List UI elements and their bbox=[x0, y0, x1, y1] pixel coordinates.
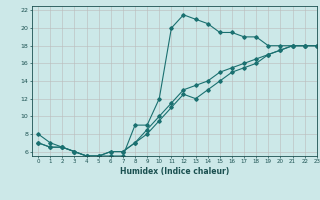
X-axis label: Humidex (Indice chaleur): Humidex (Indice chaleur) bbox=[120, 167, 229, 176]
